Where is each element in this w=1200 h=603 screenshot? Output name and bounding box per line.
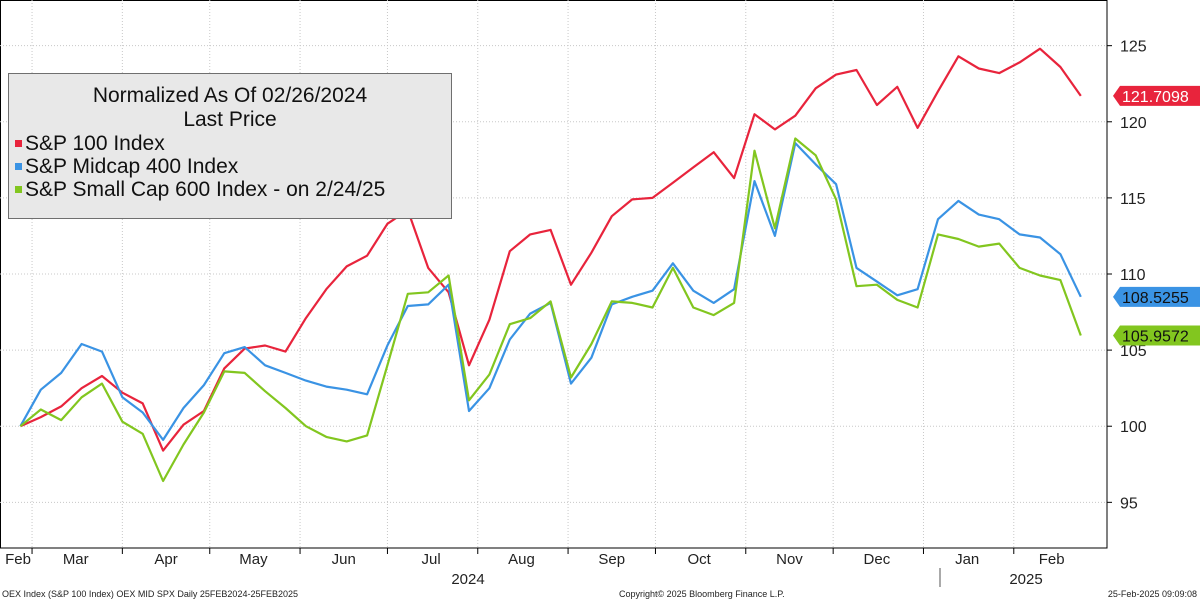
- legend-swatch: [15, 140, 22, 147]
- legend-label: S&P 100 Index: [25, 132, 165, 155]
- series-line: [19, 137, 1082, 483]
- legend-item-midcap400: S&P Midcap 400 Index: [9, 155, 451, 178]
- legend-label: S&P Midcap 400 Index: [25, 155, 239, 178]
- x-tick-label: Apr: [154, 551, 177, 568]
- legend-item-sp100: S&P 100 Index: [9, 132, 451, 155]
- x-tick-label: Jun: [332, 551, 356, 568]
- x-tick-label: Jan: [955, 551, 979, 568]
- last-value-text: 108.5255: [1122, 290, 1189, 307]
- last-value-badge: [1113, 85, 1200, 106]
- x-tick-label: Nov: [776, 551, 803, 568]
- footer-copyright: Copyright© 2025 Bloomberg Finance L.P.: [619, 589, 785, 599]
- x-tick-label: Jul: [422, 551, 441, 568]
- y-tick-label: 125: [1120, 39, 1147, 56]
- x-year-label: 2025: [1009, 571, 1042, 588]
- last-value-label: 108.5255: [1113, 286, 1200, 307]
- y-tick-label: 105: [1120, 343, 1147, 360]
- legend-label: S&P Small Cap 600 Index - on 2/24/25: [25, 178, 386, 201]
- chart-title: Normalized As Of 02/26/2024: [92, 84, 368, 107]
- last-value-badge: [1113, 286, 1200, 307]
- last-value-text: 121.7098: [1122, 89, 1189, 106]
- last-value-label: 121.7098: [1113, 85, 1200, 106]
- y-tick-label: 100: [1120, 419, 1147, 436]
- last-value-text: 105.9572: [1122, 328, 1189, 345]
- series-line: [19, 47, 1082, 452]
- last-value-label: 105.9572: [1113, 325, 1200, 346]
- x-tick-label: Feb: [1039, 551, 1065, 568]
- y-tick-label: 110: [1120, 267, 1146, 284]
- footer-timestamp: 25-Feb-2025 09:09:08: [1107, 589, 1197, 599]
- x-tick-label: Aug: [508, 551, 535, 568]
- footer-source: OEX Index (S&P 100 Index) OEX MID SPX Da…: [2, 589, 298, 599]
- legend-item-smallcap600: S&P Small Cap 600 Index - on 2/24/25: [9, 178, 451, 201]
- y-tick-label: 95: [1120, 495, 1138, 512]
- x-tick-label: Dec: [864, 551, 891, 568]
- x-tick-label: Oct: [687, 551, 711, 568]
- chart-legend: Normalized As Of 02/26/2024 Last Price S…: [8, 73, 452, 219]
- y-tick-label: 120: [1120, 115, 1147, 132]
- legend-swatch: [15, 163, 22, 170]
- x-tick-label: Feb: [5, 551, 31, 568]
- x-tick-label: Sep: [598, 551, 625, 568]
- y-tick-label: 115: [1120, 191, 1146, 208]
- x-tick-label: May: [239, 551, 268, 568]
- x-year-label: 2024: [451, 571, 484, 588]
- chart-subtitle: Last Price: [183, 108, 277, 131]
- legend-swatch: [15, 186, 22, 193]
- x-tick-label: Mar: [63, 551, 89, 568]
- last-value-badge: [1113, 325, 1200, 346]
